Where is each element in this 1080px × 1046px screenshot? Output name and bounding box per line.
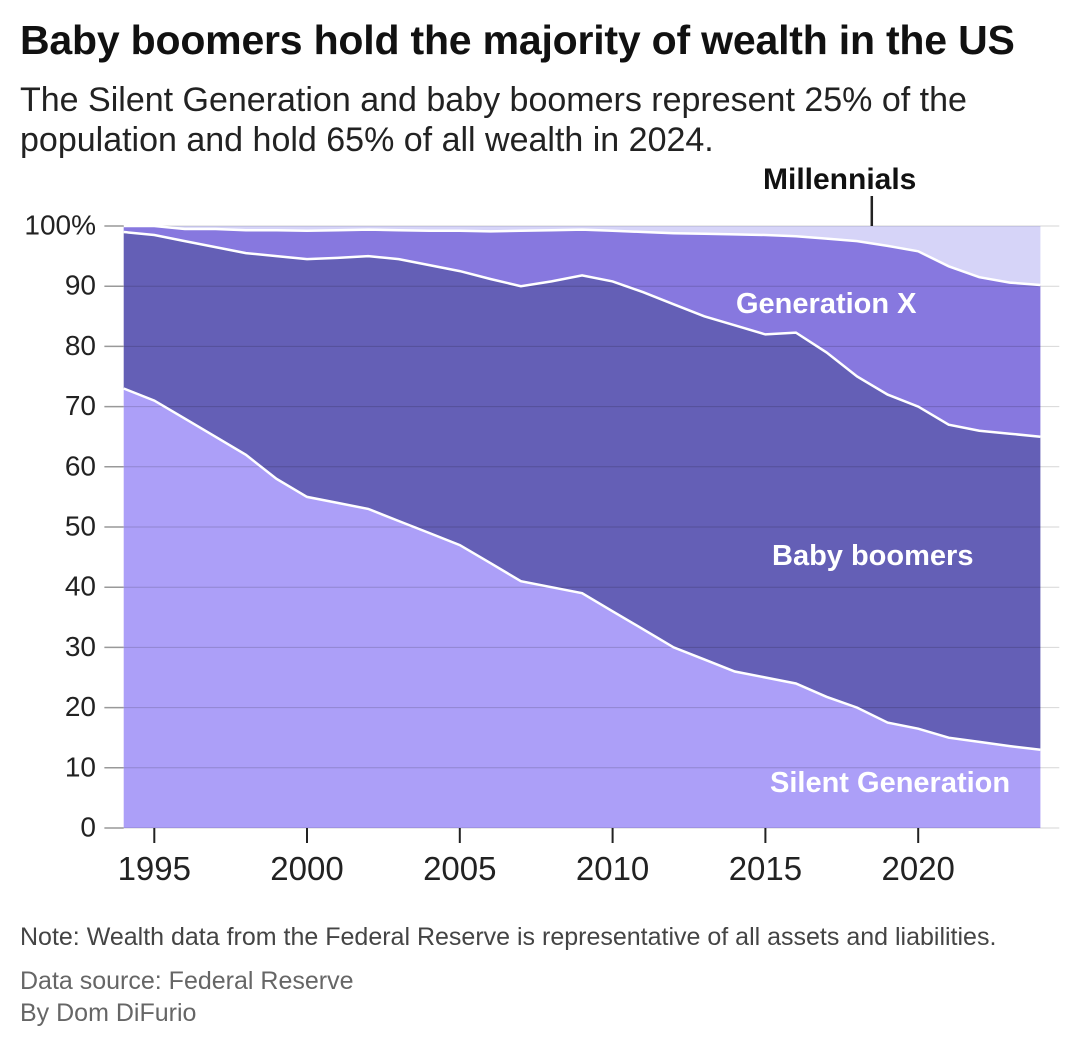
svg-text:10: 10 xyxy=(65,751,96,782)
svg-text:1995: 1995 xyxy=(118,850,191,887)
svg-text:2015: 2015 xyxy=(729,850,802,887)
svg-text:100%: 100% xyxy=(24,210,96,241)
svg-text:0: 0 xyxy=(80,812,96,843)
svg-text:40: 40 xyxy=(65,571,96,602)
svg-text:Baby boomers: Baby boomers xyxy=(772,540,973,572)
svg-text:30: 30 xyxy=(65,631,96,662)
svg-text:70: 70 xyxy=(65,390,96,421)
svg-text:80: 80 xyxy=(65,330,96,361)
svg-text:Generation X: Generation X xyxy=(736,288,917,320)
svg-text:2000: 2000 xyxy=(270,850,343,887)
svg-text:2005: 2005 xyxy=(423,850,496,887)
svg-text:2010: 2010 xyxy=(576,850,649,887)
svg-text:90: 90 xyxy=(65,270,96,301)
svg-text:Silent Generation: Silent Generation xyxy=(770,767,1010,799)
svg-text:2020: 2020 xyxy=(881,850,954,887)
svg-text:50: 50 xyxy=(65,511,96,542)
svg-text:20: 20 xyxy=(65,691,96,722)
svg-text:60: 60 xyxy=(65,450,96,481)
